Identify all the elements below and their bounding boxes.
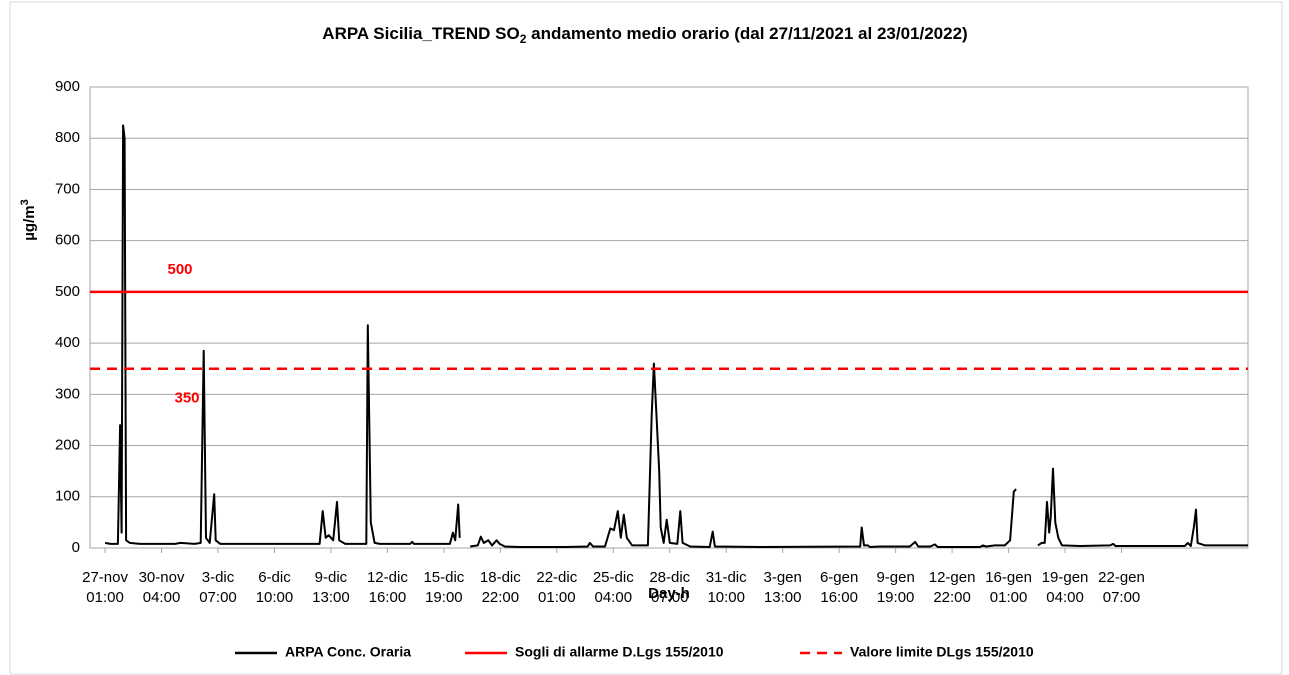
- y-tick-label: 600: [55, 232, 80, 249]
- y-tick-label: 300: [55, 385, 80, 402]
- legend-label: Sogli di allarme D.Lgs 155/2010: [515, 644, 724, 660]
- y-label-text: µg/m: [21, 205, 38, 240]
- title-text: ARPA Sicilia_TREND SO: [322, 24, 519, 43]
- x-tick-label: 31-dic 10:00: [706, 569, 747, 606]
- x-tick-label-line: 27-nov: [82, 569, 128, 586]
- x-tick-label: 16-gen 01:00: [985, 569, 1032, 606]
- y-tick-label: 0: [72, 539, 80, 556]
- x-tick-label: 3-gen 13:00: [764, 569, 802, 606]
- x-tick-label-line: 04:00: [1046, 589, 1084, 606]
- plot-border: [89, 86, 1249, 549]
- x-tick-label-line: 30-nov: [139, 569, 185, 586]
- x-tick-label-line: 15-dic: [423, 569, 464, 586]
- x-tick-label: 6-dic 10:00: [256, 569, 294, 606]
- x-tick-label: 18-dic 22:00: [480, 569, 521, 606]
- x-tick-label-line: 25-dic: [593, 569, 634, 586]
- y-tick-label: 400: [55, 334, 80, 351]
- x-tick-label-line: 18-dic: [480, 569, 521, 586]
- x-tick-label-line: 12-gen: [929, 569, 976, 586]
- x-tick-label: 6-gen 16:00: [820, 569, 858, 606]
- x-tick-label-line: 10:00: [707, 589, 745, 606]
- x-tick-label-line: 16:00: [820, 589, 858, 606]
- x-tick-label-line: 6-gen: [820, 569, 858, 586]
- threshold-label: 350: [174, 390, 199, 407]
- x-tick-label-line: 10:00: [256, 589, 294, 606]
- x-tick-label: 27-nov 01:00: [82, 569, 128, 606]
- legend-label: Valore limite DLgs 155/2010: [850, 644, 1034, 660]
- x-axis-label: Day-h: [648, 585, 690, 602]
- y-tick-label: 900: [55, 78, 80, 95]
- x-tick-label: 9-gen 19:00: [876, 569, 914, 606]
- x-tick-label-line: 07:00: [1103, 589, 1141, 606]
- y-tick-label: 200: [55, 437, 80, 454]
- x-tick-label: 9-dic 13:00: [312, 569, 350, 606]
- legend: ARPA Conc. Oraria Sogli di allarme D.Lgs …: [235, 644, 1034, 660]
- x-tick-label-line: 12-dic: [367, 569, 408, 586]
- x-tick-label-line: 31-dic: [706, 569, 747, 586]
- title-sub: 2: [520, 32, 527, 46]
- x-tick-label-line: 13:00: [312, 589, 350, 606]
- y-axis-label: µg/m3: [19, 199, 38, 240]
- x-tick-label: 22-gen 07:00: [1098, 569, 1145, 606]
- x-tick-label-line: 04:00: [595, 589, 633, 606]
- x-tick-label-line: 01:00: [86, 589, 124, 606]
- title-text: andamento medio orario (dal 27/11/2021 a…: [526, 24, 967, 43]
- x-tick-label-line: 16:00: [369, 589, 407, 606]
- y-label-sup: 3: [19, 199, 31, 205]
- x-tick-label-line: 19-gen: [1042, 569, 1089, 586]
- x-tick-label: 28-dic 07:00: [649, 569, 690, 606]
- x-tick-label: 12-dic 16:00: [367, 569, 408, 606]
- x-tick-label: 25-dic 04:00: [593, 569, 634, 606]
- x-tick-label-line: 22-dic: [536, 569, 577, 586]
- x-tick-label-line: 04:00: [143, 589, 181, 606]
- x-tick-label-line: 9-dic: [315, 569, 348, 586]
- y-tick-label: 700: [55, 180, 80, 197]
- x-tick-label-line: 9-gen: [876, 569, 914, 586]
- y-tick-label: 800: [55, 129, 80, 146]
- y-tick-label: 500: [55, 283, 80, 300]
- x-tick-label: 22-dic 01:00: [536, 569, 577, 606]
- x-tick-label: 3-dic 07:00: [199, 569, 237, 606]
- x-tick-label-line: 01:00: [538, 589, 576, 606]
- x-tick-label-line: 07:00: [651, 589, 689, 606]
- x-tick-label-line: 3-dic: [202, 569, 235, 586]
- x-tick-label: 19-gen 04:00: [1042, 569, 1089, 606]
- x-tick-label-line: 19:00: [877, 589, 915, 606]
- x-tick-label-line: 16-gen: [985, 569, 1032, 586]
- x-tick-label-line: 28-dic: [649, 569, 690, 586]
- chart-frame: [9, 1, 1283, 675]
- x-tick-label-line: 22-gen: [1098, 569, 1145, 586]
- x-tick-label-line: 22:00: [933, 589, 971, 606]
- x-tick-label-line: 3-gen: [764, 569, 802, 586]
- y-tick-label: 100: [55, 488, 80, 505]
- x-tick-label-line: 19:00: [425, 589, 463, 606]
- x-tick-label: 30-nov 04:00: [139, 569, 185, 606]
- threshold-label: 500: [167, 261, 192, 278]
- x-tick-label: 15-dic 19:00: [423, 569, 464, 606]
- data-line: [104, 124, 1248, 548]
- x-tick-label-line: 22:00: [482, 589, 520, 606]
- x-tick-label: 12-gen 22:00: [929, 569, 976, 606]
- x-tick-label-line: 6-dic: [258, 569, 291, 586]
- x-tick-label-line: 07:00: [199, 589, 237, 606]
- x-tick-label-line: 13:00: [764, 589, 802, 606]
- chart-title: ARPA Sicilia_TREND SO2 andamento medio o…: [322, 24, 967, 46]
- x-tick-label-line: 01:00: [990, 589, 1028, 606]
- legend-label: ARPA Conc. Oraria: [285, 644, 411, 660]
